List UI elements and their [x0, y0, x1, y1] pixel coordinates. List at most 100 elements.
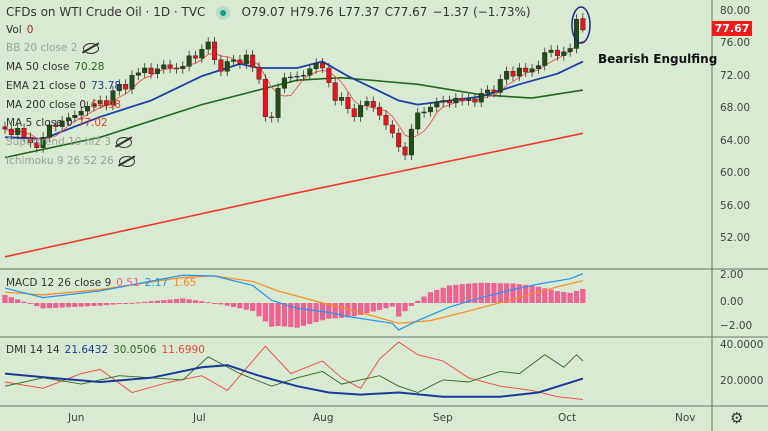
- price-pane[interactable]: [2, 12, 586, 258]
- hidden-eye-icon[interactable]: [116, 137, 133, 148]
- legend-ma5[interactable]: MA 5 close 0 77.02: [6, 117, 108, 130]
- macd-hist-bar: [326, 303, 332, 319]
- candle-down: [320, 62, 326, 69]
- macd-tick: 2.00: [720, 269, 744, 281]
- macd-hist-bar: [21, 301, 27, 303]
- candle-up: [294, 75, 300, 78]
- candle-up: [199, 49, 205, 59]
- candle-down: [351, 108, 357, 118]
- candle-up: [231, 59, 237, 62]
- legend-supertrend[interactable]: Supertrend 10 hl2 3: [6, 136, 133, 149]
- hidden-eye-icon[interactable]: [82, 43, 99, 54]
- macd-hist-bar: [491, 283, 497, 303]
- macd-hist-bar: [377, 303, 383, 310]
- candle-down: [237, 59, 243, 65]
- macd-hist-bar: [250, 303, 256, 312]
- hidden-eye-icon[interactable]: [118, 156, 135, 167]
- macd-hist-bar: [15, 299, 21, 303]
- macd-hist-bar: [180, 298, 186, 303]
- plus-di-value: 30.0506: [113, 344, 157, 356]
- candle-down: [345, 97, 351, 109]
- candle-up: [161, 64, 167, 69]
- candle-up: [300, 75, 306, 77]
- ohlc-low: L77.37: [338, 5, 380, 19]
- symbol-title[interactable]: CFDs on WTI Crude Oil · 1D · TVC: [6, 5, 206, 19]
- legend-vol[interactable]: Vol 0: [6, 24, 33, 37]
- legend-ema21[interactable]: EMA 21 close 0 73.78: [6, 80, 121, 93]
- macd-pane[interactable]: [2, 273, 586, 331]
- macd-hist-bar: [408, 303, 414, 307]
- macd-hist-bar: [237, 303, 243, 309]
- candle-down: [27, 136, 33, 144]
- time-tick: Jun: [68, 412, 85, 424]
- candle-down: [8, 128, 14, 135]
- annotation-text[interactable]: Bearish Engulfing: [598, 52, 718, 66]
- annotation-ellipse[interactable]: [571, 6, 591, 44]
- macd-hist-bar: [281, 303, 287, 327]
- macd-hist-bar: [300, 303, 307, 326]
- legend-ma200[interactable]: MA 200 close 0 64.98: [6, 99, 121, 112]
- candle-down: [332, 82, 338, 101]
- macd-hist-bar: [535, 286, 541, 303]
- candle-down: [491, 89, 497, 93]
- plus-di-line: [4, 354, 584, 393]
- legend-ma50[interactable]: MA 50 close 70.28: [6, 61, 104, 74]
- macd-hist-bar: [453, 284, 459, 303]
- minus-di-value: 11.6990: [161, 344, 205, 356]
- candle-up: [65, 117, 71, 122]
- candle-down: [370, 101, 376, 108]
- candle-up: [313, 62, 319, 69]
- macd-hist-bar: [396, 303, 402, 317]
- candle-up: [427, 106, 433, 113]
- candle-up: [561, 51, 567, 56]
- candle-down: [148, 67, 154, 74]
- macd-hist-bar: [288, 303, 294, 328]
- price-tick: 68.00: [720, 102, 751, 114]
- macd-hist-bar: [78, 303, 84, 307]
- candle-up: [78, 110, 84, 116]
- candle-down: [218, 59, 224, 72]
- candle-up: [307, 68, 313, 76]
- macd-hist-bar: [554, 291, 561, 303]
- candle-down: [262, 79, 268, 118]
- ohlc-high: H79.76: [290, 5, 334, 19]
- candle-up: [542, 52, 548, 66]
- macd-hist-bar: [548, 289, 554, 303]
- macd-hist-bar: [338, 303, 345, 318]
- candle-up: [186, 55, 192, 67]
- macd-hist-bar: [231, 303, 237, 308]
- legend-value: 0: [26, 24, 34, 36]
- legend-value: 77.02: [77, 117, 108, 129]
- macd-hist-bar: [542, 288, 548, 303]
- ma5-line: [4, 40, 584, 140]
- macd-hist-bar: [370, 303, 376, 312]
- macd-hist-bar: [351, 303, 357, 317]
- settings-gear-icon[interactable]: ⚙: [730, 409, 744, 427]
- macd-hist-bar: [523, 285, 529, 303]
- candle-up: [142, 67, 148, 74]
- legend-dmi[interactable]: DMI 14 14 21.6432 30.0506 11.6990: [6, 344, 205, 357]
- legend-bb[interactable]: BB 20 close 2: [6, 42, 99, 55]
- legend-label: BB 20 close 2: [6, 42, 78, 54]
- dmi-tick: 40.0000: [720, 339, 764, 351]
- macd-hist-bar: [510, 283, 516, 303]
- macd-hist-bar: [205, 302, 211, 304]
- candle-down: [269, 116, 275, 119]
- macd-hist-bar: [446, 285, 453, 303]
- legend-macd[interactable]: MACD 12 26 close 9 0.51 2.17 1.65: [6, 277, 196, 290]
- legend-value: 64.98: [91, 99, 122, 111]
- macd-hist-bar: [129, 302, 135, 304]
- macd-hist-bar: [104, 303, 110, 306]
- price-tick: 52.00: [720, 232, 751, 244]
- dmi-pane[interactable]: [4, 341, 584, 400]
- candle-down: [472, 98, 478, 103]
- macd-hist-bar: [192, 300, 199, 303]
- candle-up: [129, 75, 135, 90]
- legend-ichimoku[interactable]: Ichimoku 9 26 52 26: [6, 155, 135, 168]
- price-tick: 64.00: [720, 135, 751, 147]
- macd-hist-bar: [46, 303, 53, 309]
- candle-up: [205, 41, 211, 50]
- macd-hist-bar: [59, 303, 65, 308]
- candle-up: [415, 112, 421, 130]
